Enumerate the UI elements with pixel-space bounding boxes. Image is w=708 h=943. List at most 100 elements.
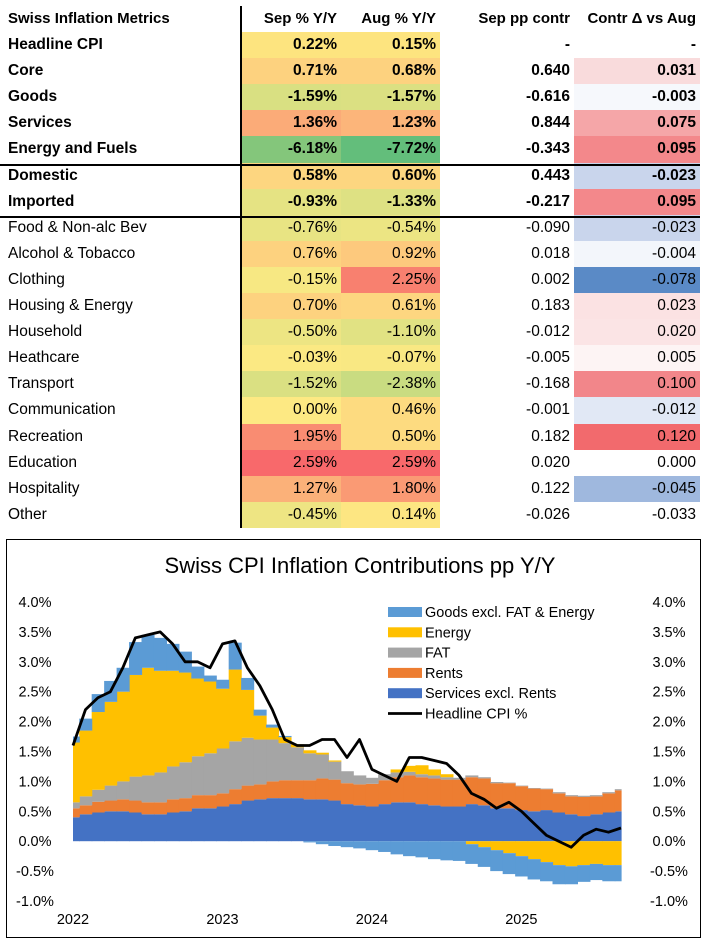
goods-area-segment bbox=[116, 667, 130, 692]
services-area-segment bbox=[390, 802, 404, 842]
services-area-segment bbox=[290, 798, 304, 842]
sep-pp-cell: 0.002 bbox=[531, 270, 570, 288]
services-area-segment bbox=[166, 812, 180, 842]
services-area-segment bbox=[79, 814, 93, 842]
rents-area-segment bbox=[589, 796, 603, 815]
rents-area-segment bbox=[91, 801, 105, 813]
contr-delta-cell: -0.012 bbox=[574, 397, 700, 424]
services-area-segment bbox=[315, 799, 329, 842]
fat-area-segment bbox=[91, 789, 105, 802]
sep-yy-cell: -0.76% bbox=[241, 214, 341, 241]
services-area-segment bbox=[589, 814, 603, 842]
x-axis: 2022 2023 2024 2025 bbox=[57, 912, 538, 928]
rents-area-segment bbox=[577, 796, 591, 817]
y-tick-left: 4.0% bbox=[18, 595, 51, 611]
rents-area-segment bbox=[73, 808, 80, 818]
table-row: Domestic 0.58% 0.60% 0.443 -0.023 bbox=[0, 162, 708, 189]
y-tick-left: -1.0% bbox=[16, 894, 54, 910]
row-label: Housing & Energy bbox=[8, 297, 133, 315]
table-row: Other -0.45% 0.14% -0.026 -0.033 bbox=[0, 501, 708, 528]
table-divider-1 bbox=[0, 164, 700, 166]
x-tick: 2025 bbox=[505, 912, 537, 928]
table-row: Household -0.50% -1.10% -0.012 0.020 bbox=[0, 319, 708, 346]
y-tick-left: 0.0% bbox=[18, 834, 51, 850]
sep-yy-cell: 0.00% bbox=[241, 397, 341, 424]
contributions-chart: Swiss CPI Inflation Contributions pp Y/Y… bbox=[16, 553, 688, 928]
fat-area-segment bbox=[228, 741, 242, 790]
legend-swatch-services bbox=[388, 688, 422, 699]
energy-area-segment bbox=[527, 841, 541, 860]
header-sep-pp: Sep pp contr bbox=[478, 10, 570, 27]
aug-yy-cell: 1.23% bbox=[341, 110, 440, 137]
y-tick-right: -0.5% bbox=[650, 864, 688, 880]
contr-delta-cell: -0.003 bbox=[574, 84, 700, 111]
goods-area-segment bbox=[490, 850, 504, 872]
energy-area-segment bbox=[403, 765, 417, 772]
fat-area-segment bbox=[540, 788, 554, 790]
energy-area-segment bbox=[73, 742, 80, 803]
goods-area-segment bbox=[502, 853, 516, 875]
sep-pp-cell: -0.026 bbox=[526, 505, 570, 523]
table-row: Housing & Energy 0.70% 0.61% 0.183 0.023 bbox=[0, 293, 708, 320]
table-row: Heathcare -0.03% -0.07% -0.005 0.005 bbox=[0, 345, 708, 372]
rents-area-segment bbox=[490, 783, 504, 809]
table-row: Food & Non-alc Bev -0.76% -0.54% -0.090 -0.0… bbox=[0, 214, 708, 241]
contr-delta-cell: -0.004 bbox=[574, 240, 700, 267]
x-tick: 2023 bbox=[206, 912, 238, 928]
services-area-segment bbox=[365, 806, 379, 842]
energy-area-segment bbox=[440, 774, 454, 778]
fat-area-segment bbox=[303, 753, 317, 781]
legend-swatch-fat bbox=[388, 647, 422, 658]
aug-yy-cell: 0.46% bbox=[341, 397, 440, 424]
energy-area-segment bbox=[166, 670, 180, 767]
goods-area-segment bbox=[129, 642, 143, 675]
services-area-segment bbox=[266, 798, 280, 842]
services-area-segment bbox=[228, 804, 242, 842]
contr-delta-cell: 0.031 bbox=[574, 58, 700, 85]
table-row: Recreation 1.95% 0.50% 0.182 0.120 bbox=[0, 423, 708, 450]
sep-yy-cell: -0.03% bbox=[241, 345, 341, 372]
rents-area-segment bbox=[564, 796, 578, 815]
energy-area-segment bbox=[427, 769, 441, 776]
sep-pp-cell: 0.122 bbox=[531, 479, 570, 497]
fat-area-segment bbox=[191, 756, 205, 796]
header-contr-delta: Contr Δ vs Aug bbox=[587, 10, 696, 27]
services-area-segment bbox=[552, 812, 566, 842]
goods-area-segment bbox=[203, 675, 217, 682]
rents-area-segment bbox=[266, 781, 280, 799]
stacked-areas bbox=[73, 634, 622, 885]
fat-area-segment bbox=[515, 785, 529, 787]
services-area-segment bbox=[91, 812, 105, 842]
y-tick-left: 0.5% bbox=[18, 804, 51, 820]
table-row: Education 2.59% 2.59% 0.020 0.000 bbox=[0, 449, 708, 476]
headline-cpi-line bbox=[71, 630, 622, 849]
goods-area-segment bbox=[564, 866, 578, 885]
services-area-segment bbox=[490, 808, 504, 842]
rents-area-segment bbox=[427, 778, 441, 806]
goods-area-segment bbox=[540, 862, 554, 882]
y-tick-left: 3.0% bbox=[18, 655, 51, 671]
goods-area-segment bbox=[353, 841, 367, 849]
y-tick-right: 2.0% bbox=[652, 715, 685, 731]
fat-area-segment bbox=[253, 739, 267, 785]
goods-area-segment bbox=[328, 841, 342, 846]
sep-yy-cell: -1.59% bbox=[241, 84, 341, 111]
energy-area-segment bbox=[328, 760, 342, 762]
fat-area-segment bbox=[440, 777, 454, 780]
goods-area-segment bbox=[378, 841, 392, 852]
aug-yy-cell: -1.57% bbox=[341, 84, 440, 111]
rents-area-segment bbox=[241, 785, 255, 801]
rents-area-segment bbox=[515, 786, 529, 811]
fat-area-segment bbox=[477, 777, 491, 779]
services-area-segment bbox=[515, 810, 529, 842]
rents-area-segment bbox=[315, 778, 329, 800]
sep-pp-cell: 0.020 bbox=[531, 453, 570, 471]
table-row: Imported -0.93% -1.33% -0.217 0.095 bbox=[0, 188, 708, 215]
sep-pp-cell: 0.182 bbox=[531, 427, 570, 445]
legend-label-goods: Goods excl. FAT & Energy bbox=[425, 605, 595, 621]
y-tick-left: 2.5% bbox=[18, 685, 51, 701]
sep-pp-cell: -0.616 bbox=[526, 88, 570, 106]
fat-area-segment bbox=[141, 775, 155, 803]
y-tick-right: -1.0% bbox=[650, 894, 688, 910]
goods-area-segment bbox=[390, 841, 404, 855]
